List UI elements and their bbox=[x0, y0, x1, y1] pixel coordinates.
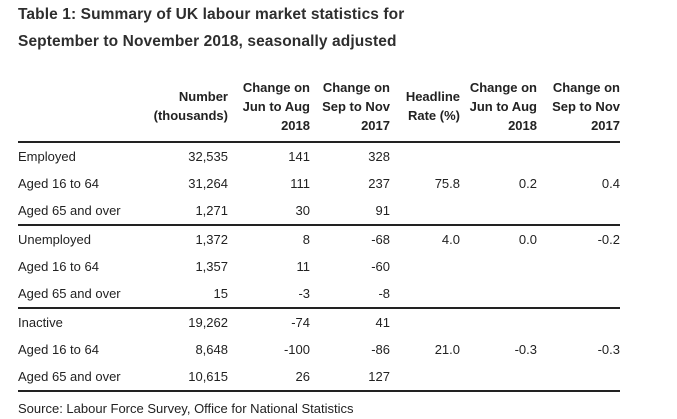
row-label-cell: Aged 65 and over bbox=[18, 203, 121, 218]
value-cell bbox=[390, 197, 460, 225]
value-cell: 21.0 bbox=[434, 342, 460, 357]
value-cell: 1,372 bbox=[150, 224, 228, 253]
row-label-cell: Unemployed bbox=[18, 224, 150, 253]
value-cell: 10,615 bbox=[150, 363, 228, 392]
value-cell bbox=[537, 142, 620, 170]
value-cell bbox=[390, 253, 460, 280]
value-cell bbox=[537, 253, 620, 280]
value-cell: 237 bbox=[368, 176, 390, 191]
value-cell bbox=[460, 142, 537, 170]
value-cell: 328 bbox=[368, 149, 390, 164]
table-row-employed: Employed 32,535 141 328 bbox=[18, 142, 620, 170]
value-cell: -8 bbox=[378, 286, 390, 301]
value-cell: 141 bbox=[288, 149, 310, 164]
value-cell: 0.0 bbox=[460, 224, 537, 253]
table-row: Aged 16 to 64 1,357 11 -60 bbox=[18, 253, 620, 280]
row-label-cell: Aged 16 to 64 bbox=[18, 176, 99, 191]
header-cell-rate-change-jun-aug-2018: Change on Jun to Aug 2018 bbox=[460, 71, 537, 143]
table-row: Aged 65 and over 15 -3 -8 bbox=[18, 280, 620, 308]
table-row: Aged 16 to 64 31,264 111 237 75.8 0.2 0.… bbox=[18, 170, 620, 197]
table-row-unemployed: Unemployed 1,372 8 -68 4.0 0.0 -0.2 bbox=[18, 224, 620, 253]
value-cell bbox=[460, 307, 537, 336]
value-cell: -86 bbox=[371, 342, 390, 357]
value-cell bbox=[390, 307, 460, 336]
header-cell-change-sep-nov-2017: Change on Sep to Nov 2017 bbox=[310, 71, 390, 143]
table-row: Aged 16 to 64 8,648 -100 -86 21.0 -0.3 -… bbox=[18, 336, 620, 363]
value-cell: 75.8 bbox=[434, 176, 460, 191]
value-cell: 32,535 bbox=[188, 149, 228, 164]
header-cell-number-thousands: Number (thousands) bbox=[150, 71, 228, 143]
value-cell bbox=[537, 307, 620, 336]
value-cell bbox=[460, 197, 537, 225]
header-row: Number (thousands) Change on Jun to Aug … bbox=[18, 71, 620, 143]
value-cell: 8 bbox=[228, 224, 310, 253]
value-cell: 26 bbox=[228, 363, 310, 392]
value-cell: 0.4 bbox=[601, 176, 620, 191]
value-cell: 0.2 bbox=[518, 176, 537, 191]
table-header: Number (thousands) Change on Jun to Aug … bbox=[18, 71, 620, 143]
value-cell bbox=[390, 142, 460, 170]
header-cell-rate-change-sep-nov-2017: Change on Sep to Nov 2017 bbox=[537, 71, 620, 143]
row-label-cell: Inactive bbox=[18, 307, 150, 336]
value-cell: 30 bbox=[295, 203, 310, 218]
value-cell: -0.3 bbox=[514, 342, 537, 357]
value-cell: 15 bbox=[213, 286, 228, 301]
value-cell: 31,264 bbox=[188, 176, 228, 191]
table-row: Aged 65 and over 1,271 30 91 bbox=[18, 197, 620, 225]
value-cell: 1,357 bbox=[195, 259, 228, 274]
value-cell: -74 bbox=[228, 307, 310, 336]
header-cell-headline-rate: Headline Rate (%) bbox=[390, 71, 460, 143]
table-row: Aged 65 and over 10,615 26 127 bbox=[18, 363, 620, 392]
value-cell bbox=[460, 253, 537, 280]
value-cell: -60 bbox=[371, 259, 390, 274]
value-cell: 127 bbox=[310, 363, 390, 392]
table-body: Employed 32,535 141 328 Aged 16 to 64 31… bbox=[18, 142, 620, 392]
row-label-cell: Aged 65 and over bbox=[18, 286, 121, 301]
value-cell bbox=[537, 280, 620, 308]
row-label-cell: Aged 65 and over bbox=[18, 363, 150, 392]
value-cell bbox=[390, 280, 460, 308]
value-cell: 111 bbox=[290, 176, 310, 191]
value-cell bbox=[537, 363, 620, 392]
value-cell: 4.0 bbox=[390, 224, 460, 253]
labour-market-stats-table: Number (thousands) Change on Jun to Aug … bbox=[18, 71, 620, 392]
row-label-cell: Employed bbox=[18, 149, 76, 164]
value-cell: 19,262 bbox=[150, 307, 228, 336]
value-cell: -0.3 bbox=[597, 342, 620, 357]
value-cell bbox=[537, 197, 620, 225]
value-cell bbox=[460, 280, 537, 308]
value-cell bbox=[390, 363, 460, 392]
header-cell-change-jun-aug-2018: Change on Jun to Aug 2018 bbox=[228, 71, 310, 143]
value-cell: -3 bbox=[298, 286, 310, 301]
value-cell: -0.2 bbox=[537, 224, 620, 253]
value-cell: -68 bbox=[310, 224, 390, 253]
row-label-cell: Aged 16 to 64 bbox=[18, 342, 99, 357]
value-cell bbox=[460, 363, 537, 392]
value-cell: 1,271 bbox=[195, 203, 228, 218]
row-label-cell: Aged 16 to 64 bbox=[18, 259, 99, 274]
table-row-inactive: Inactive 19,262 -74 41 bbox=[18, 307, 620, 336]
value-cell: -100 bbox=[283, 342, 310, 357]
header-cell-rowlabel bbox=[18, 71, 150, 143]
table-title: Table 1: Summary of UK labour market sta… bbox=[18, 6, 405, 50]
source-note: Source: Labour Force Survey, Office for … bbox=[18, 401, 354, 416]
value-cell: 8,648 bbox=[195, 342, 228, 357]
value-cell: 41 bbox=[310, 307, 390, 336]
value-cell: 11 bbox=[296, 259, 311, 274]
value-cell: 91 bbox=[375, 203, 390, 218]
